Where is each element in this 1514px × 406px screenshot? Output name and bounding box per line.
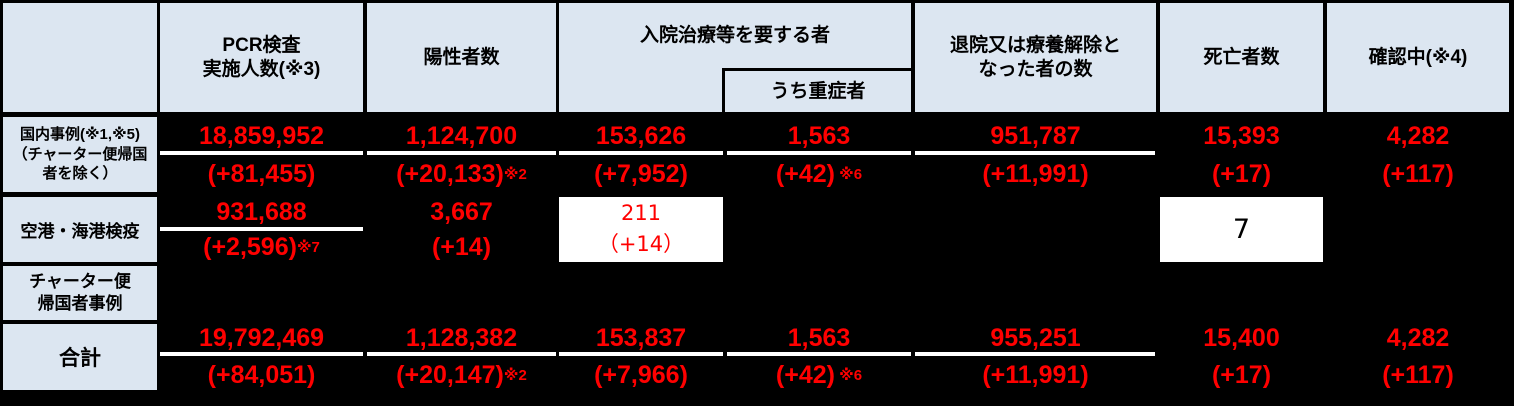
separator-line: [160, 352, 363, 356]
domestic-severe-value: 1,563: [787, 121, 851, 150]
header-hospitalized-group: 入院治療等を要する者 うち重症者: [559, 3, 911, 112]
row-label-domestic: 国内事例(※1,※5) （チャーター便帰国 者を除く）: [3, 117, 157, 192]
separator-line: [160, 151, 363, 155]
domestic-positive-delta: (+20,133) ※2: [396, 159, 527, 188]
total-pcr-delta: (+84,051): [207, 360, 316, 389]
domestic-discharged-delta: (+11,991): [982, 159, 1089, 188]
domestic-severe-delta: (+42) ※6: [775, 159, 863, 188]
row-label-charter: チャーター便 帰国者事例: [3, 266, 157, 320]
quarantine-positive-value: 3,667: [430, 197, 493, 226]
domestic-confirming-value: 4,282: [1386, 121, 1450, 150]
header-discharged: 退院又は療養解除と なった者の数: [915, 3, 1156, 112]
header-severe-label: うち重症者: [770, 80, 866, 102]
total-deaths-value: 15,400: [1203, 323, 1280, 352]
domestic-pcr-delta: (+81,455): [207, 159, 316, 188]
total-confirming-delta: (+117): [1382, 360, 1454, 389]
row-label-quarantine: 空港・海港検疫: [3, 197, 157, 262]
total-confirming-value: 4,282: [1386, 323, 1450, 352]
total-positive-value: 1,128,382: [405, 323, 518, 352]
total-pcr-value: 19,792,469: [198, 323, 325, 352]
header-pcr-tests: PCR検査 実施人数(※3): [160, 3, 363, 112]
domestic-discharged-value: 951,787: [990, 121, 1081, 150]
domestic-positive-value: 1,124,700: [405, 121, 518, 150]
quarantine-deaths-value: 7: [1232, 214, 1251, 245]
domestic-confirming-delta: (+117): [1382, 159, 1454, 188]
separator-line: [367, 151, 556, 155]
header-hospitalized-label: 入院治療等を要する者: [639, 24, 830, 46]
separator-line: [559, 352, 723, 356]
total-discharged-delta: (+11,991): [982, 360, 1089, 389]
total-deaths-delta: (+17): [1211, 360, 1272, 389]
total-severe-delta: (+42) ※6: [775, 360, 863, 389]
separator-line: [727, 352, 911, 356]
severe-divider-vertical: [722, 68, 725, 112]
separator-line: [915, 352, 1155, 356]
quarantine-deaths-highlight-box: 7: [1160, 197, 1323, 262]
total-positive-delta: (+20,147) ※2: [396, 360, 527, 389]
separator-line: [367, 352, 556, 356]
separator-line: [727, 151, 911, 155]
header-corner-cell: [3, 3, 157, 112]
quarantine-hospitalized-delta: （+14）: [597, 232, 685, 257]
domestic-hospitalized-value: 153,626: [595, 121, 687, 150]
domestic-hospitalized-delta: (+7,952): [594, 159, 688, 188]
quarantine-hospitalized-value: 211: [620, 200, 662, 225]
total-hospitalized-delta: (+7,966): [594, 360, 688, 389]
quarantine-pcr-delta: (+2,596) ※7: [203, 232, 320, 261]
quarantine-hospitalized-highlight-box: 211 （+14）: [559, 197, 723, 262]
separator-line: [160, 227, 363, 231]
severe-divider-horizontal: [722, 68, 911, 71]
quarantine-positive-delta: (+14): [431, 232, 492, 261]
header-positive-cases: 陽性者数: [367, 3, 556, 112]
separator-line: [559, 151, 723, 155]
header-confirming: 確認中(※4): [1327, 3, 1509, 112]
total-hospitalized-value: 153,837: [595, 323, 687, 352]
quarantine-pcr-value: 931,688: [216, 197, 307, 226]
separator-line: [915, 151, 1155, 155]
total-discharged-value: 955,251: [990, 323, 1081, 352]
row-label-total: 合計: [3, 324, 157, 390]
domestic-deaths-delta: (+17): [1211, 159, 1272, 188]
domestic-deaths-value: 15,393: [1203, 121, 1280, 150]
domestic-pcr-value: 18,859,952: [198, 121, 325, 150]
total-severe-value: 1,563: [787, 323, 851, 352]
header-deaths: 死亡者数: [1160, 3, 1323, 112]
